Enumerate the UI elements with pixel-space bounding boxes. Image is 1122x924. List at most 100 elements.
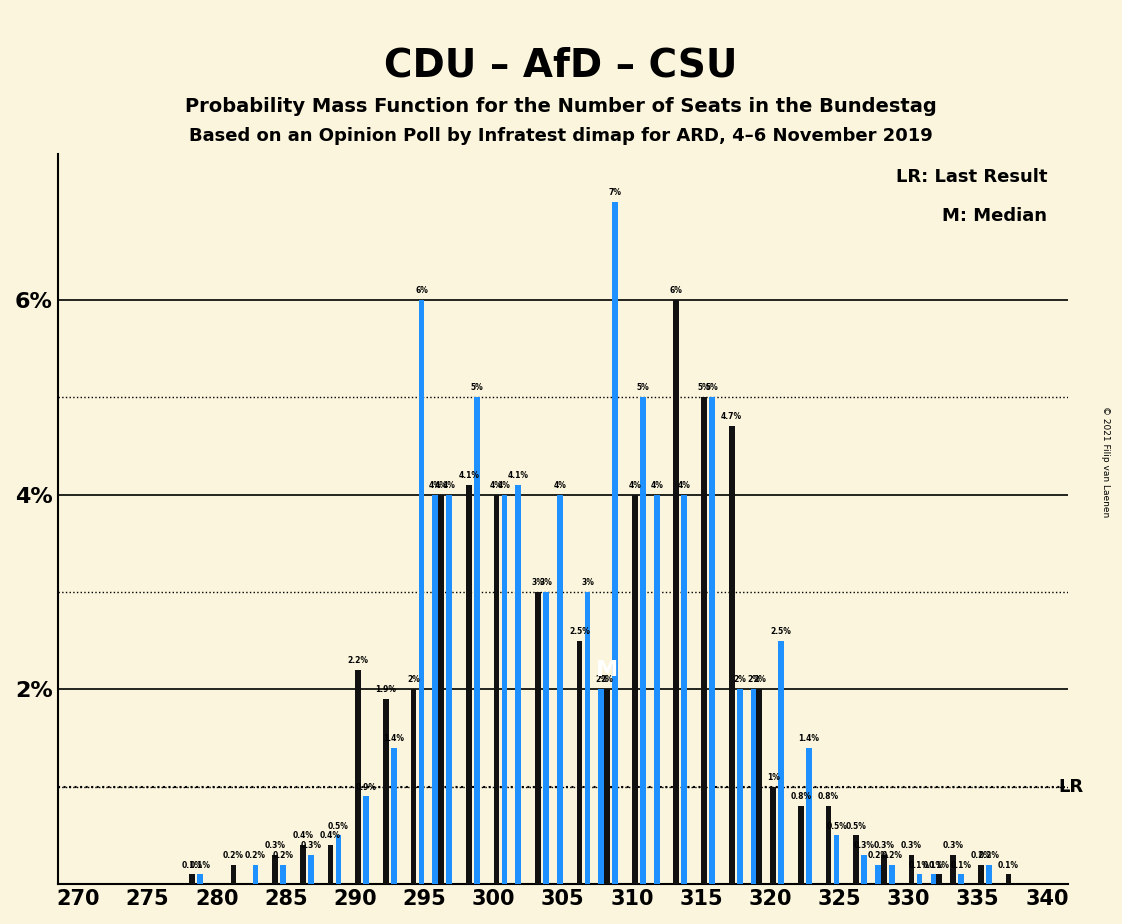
Text: 0.2%: 0.2% [978, 851, 1000, 860]
Bar [756, 689, 762, 884]
Text: 5%: 5% [706, 383, 718, 393]
Text: 0.1%: 0.1% [923, 860, 944, 869]
Text: 2%: 2% [734, 675, 746, 685]
Text: 0.2%: 0.2% [223, 851, 245, 860]
Bar [432, 494, 439, 884]
Text: 0.1%: 0.1% [950, 860, 972, 869]
Text: 0.3%: 0.3% [265, 841, 286, 850]
Text: 4%: 4% [490, 480, 503, 490]
Text: 1.9%: 1.9% [375, 686, 396, 694]
Text: 0.4%: 0.4% [320, 832, 341, 840]
Text: 2%: 2% [747, 675, 760, 685]
Text: 0.3%: 0.3% [873, 841, 894, 850]
Text: 0.3%: 0.3% [942, 841, 964, 850]
Bar [917, 874, 922, 884]
Text: 4%: 4% [553, 480, 567, 490]
Text: 4%: 4% [429, 480, 442, 490]
Text: 0.1%: 0.1% [997, 860, 1019, 869]
Bar [632, 494, 637, 884]
Bar [364, 796, 369, 884]
Bar [300, 845, 305, 884]
Bar [190, 874, 195, 884]
Bar [930, 874, 937, 884]
Bar [986, 865, 992, 884]
Bar [937, 874, 942, 884]
Text: 0.8%: 0.8% [790, 793, 811, 801]
Bar [328, 845, 333, 884]
Bar [598, 689, 605, 884]
Bar [605, 689, 610, 884]
Bar [854, 835, 859, 884]
Text: 0.3%: 0.3% [301, 841, 321, 850]
Text: 2.5%: 2.5% [569, 626, 590, 636]
Bar [231, 865, 237, 884]
Bar [557, 494, 563, 884]
Bar [577, 640, 582, 884]
Text: 3%: 3% [532, 578, 544, 587]
Bar [709, 397, 715, 884]
Bar [771, 786, 776, 884]
Bar [356, 670, 361, 884]
Text: 4.1%: 4.1% [508, 471, 528, 480]
Bar [335, 835, 341, 884]
Bar [875, 865, 881, 884]
Text: 5%: 5% [698, 383, 710, 393]
Text: 0.1%: 0.1% [909, 860, 930, 869]
Text: 0.5%: 0.5% [846, 821, 866, 831]
Text: 6%: 6% [415, 286, 427, 295]
Bar [654, 494, 660, 884]
Text: 0.5%: 0.5% [826, 821, 847, 831]
Text: 4%: 4% [443, 480, 456, 490]
Text: 5%: 5% [470, 383, 484, 393]
Text: 3%: 3% [581, 578, 594, 587]
Text: LR: Last Result: LR: Last Result [895, 168, 1047, 187]
Text: 0.2%: 0.2% [245, 851, 266, 860]
Bar [834, 835, 839, 884]
Text: Probability Mass Function for the Number of Seats in the Bundestag: Probability Mass Function for the Number… [185, 97, 937, 116]
Text: 1%: 1% [766, 772, 780, 782]
Text: 0.8%: 0.8% [818, 793, 839, 801]
Text: 0.9%: 0.9% [356, 783, 377, 792]
Bar [252, 865, 258, 884]
Bar [273, 855, 278, 884]
Bar [889, 865, 895, 884]
Bar [826, 807, 831, 884]
Text: © 2021 Filip van Laenen: © 2021 Filip van Laenen [1101, 407, 1110, 517]
Text: 0.3%: 0.3% [901, 841, 922, 850]
Text: 0.2%: 0.2% [273, 851, 294, 860]
Text: CDU – AfD – CSU: CDU – AfD – CSU [384, 46, 738, 84]
Text: 1.4%: 1.4% [799, 734, 819, 743]
Bar [673, 299, 679, 884]
Text: 0.1%: 0.1% [929, 860, 949, 869]
Text: 0.3%: 0.3% [854, 841, 875, 850]
Bar [585, 592, 590, 884]
Text: 0.2%: 0.2% [867, 851, 889, 860]
Bar [419, 299, 424, 884]
Text: Based on an Opinion Poll by Infratest dimap for ARD, 4–6 November 2019: Based on an Opinion Poll by Infratest di… [190, 127, 932, 144]
Bar [494, 494, 499, 884]
Text: 0.4%: 0.4% [292, 832, 313, 840]
Bar [473, 397, 480, 884]
Text: 0.5%: 0.5% [328, 821, 349, 831]
Text: M: Median: M: Median [942, 207, 1047, 225]
Text: 2%: 2% [600, 675, 614, 685]
Text: 2%: 2% [595, 675, 608, 685]
Bar [411, 689, 416, 884]
Text: 5%: 5% [636, 383, 650, 393]
Bar [958, 874, 964, 884]
Bar [640, 397, 646, 884]
Text: 4%: 4% [678, 480, 691, 490]
Text: M: M [596, 660, 618, 679]
Text: 2%: 2% [407, 675, 420, 685]
Bar [466, 485, 471, 884]
Bar [383, 699, 388, 884]
Text: 7%: 7% [609, 188, 622, 198]
Bar [681, 494, 688, 884]
Text: LR: LR [1058, 778, 1083, 796]
Bar [515, 485, 522, 884]
Bar [307, 855, 314, 884]
Text: 1.4%: 1.4% [384, 734, 404, 743]
Bar [1005, 874, 1011, 884]
Bar [779, 640, 784, 884]
Text: 3%: 3% [540, 578, 552, 587]
